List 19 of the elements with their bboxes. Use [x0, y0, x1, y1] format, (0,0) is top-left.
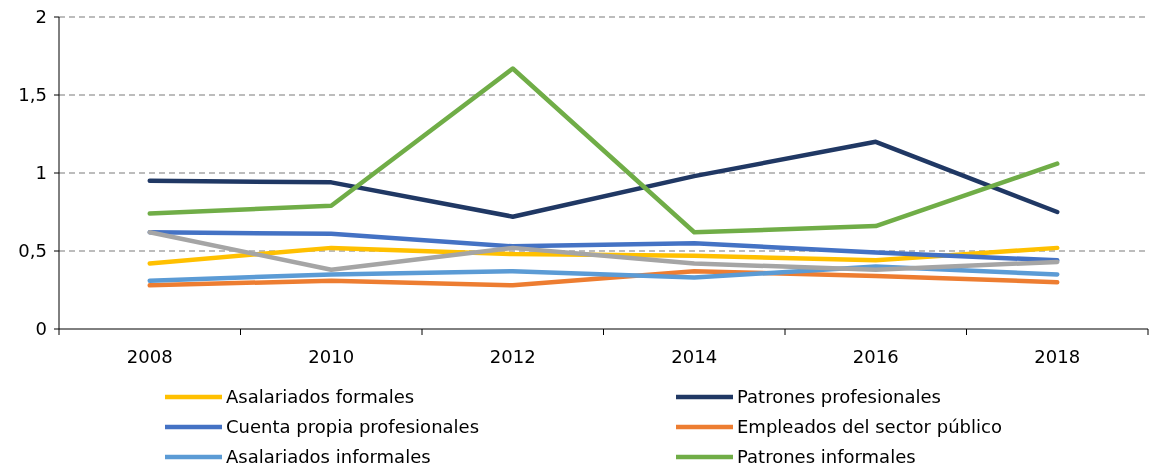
y-tick-label: 0,5: [18, 240, 47, 262]
x-tick-label: 2010: [308, 346, 355, 367]
y-tick-label: 0: [35, 318, 47, 340]
y-tick-label: 1,5: [18, 84, 47, 106]
y-tick-label: 2: [35, 6, 47, 28]
x-tick-label: 2018: [1034, 346, 1081, 367]
legend-label: Empleados del sector público: [737, 416, 1002, 438]
y-tick-label: 1: [35, 162, 47, 184]
x-tick-label: 2008: [126, 346, 173, 367]
legend-label: Patrones informales: [737, 446, 916, 468]
legend-label: Asalariados informales: [226, 446, 431, 468]
legend-label: Cuenta propia profesionales: [226, 416, 480, 438]
x-tick-label: 2014: [671, 346, 718, 367]
legend-label: Asalariados formales: [226, 386, 415, 408]
x-tick-label: 2012: [489, 346, 536, 367]
legend-label: Patrones profesionales: [737, 386, 941, 408]
line-series: [147, 139, 1060, 219]
line-series: [147, 66, 1060, 235]
x-tick-label: 2016: [852, 346, 899, 367]
